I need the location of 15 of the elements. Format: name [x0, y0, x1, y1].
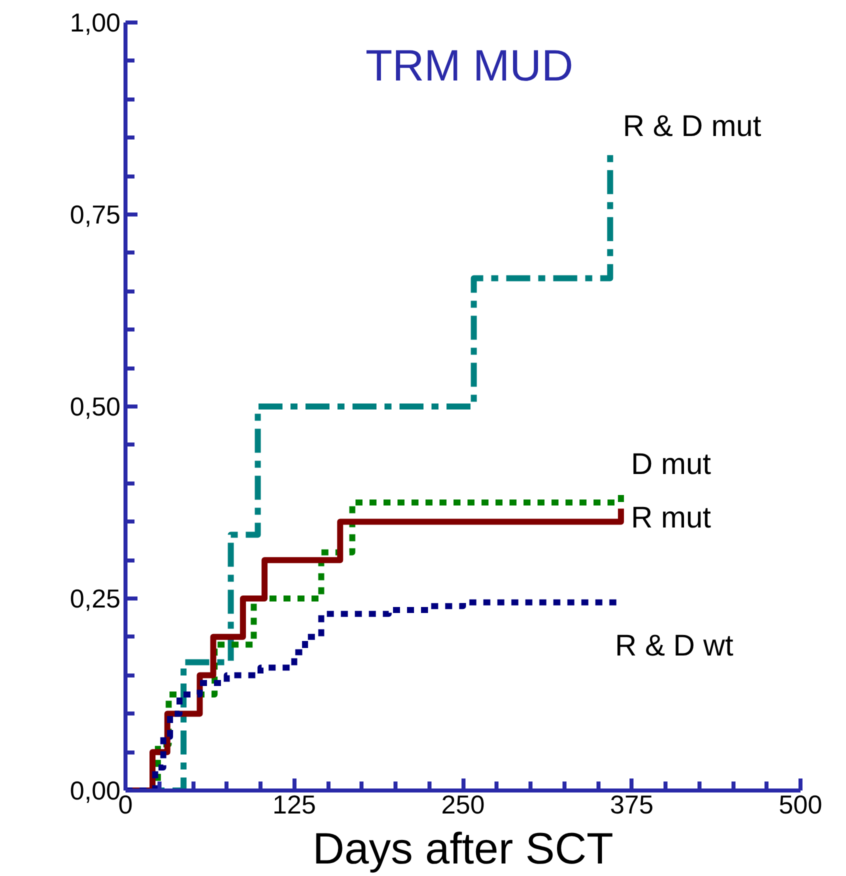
y-tick-label: 0,25 — [70, 584, 121, 614]
series-label: R mut — [630, 502, 712, 535]
y-tick-label: 1,00 — [70, 8, 121, 38]
y-tick-label: 0,50 — [70, 392, 121, 422]
x-tick-label: 500 — [778, 790, 822, 820]
x-tick-label: 0 — [118, 790, 133, 820]
y-tick-label: 0,75 — [70, 200, 121, 230]
x-tick-label: 125 — [272, 790, 316, 820]
x-axis-title: Days after SCT — [312, 824, 614, 874]
series-label: D mut — [630, 448, 712, 481]
series-label: R & D wt — [614, 629, 734, 662]
x-tick-label: 250 — [441, 790, 485, 820]
chart-title: TRM MUD — [366, 42, 574, 90]
series-label: R & D mut — [622, 110, 762, 143]
x-tick-label: 375 — [610, 790, 654, 820]
